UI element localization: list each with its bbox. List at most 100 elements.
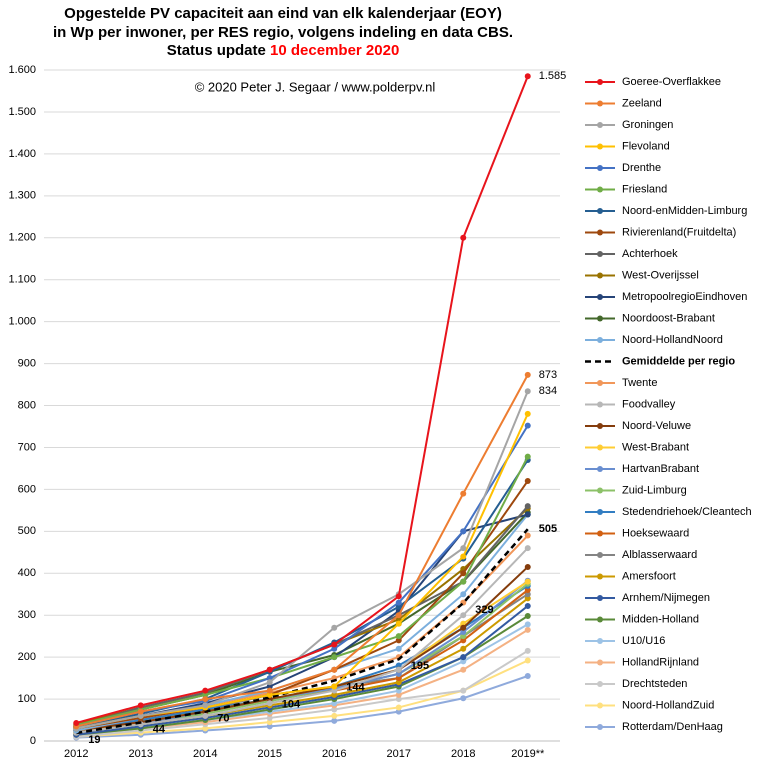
point: [137, 702, 144, 709]
y-tick-label: 1.300: [8, 190, 36, 202]
point: [460, 570, 467, 577]
point: [460, 654, 467, 661]
point: [202, 696, 209, 703]
legend-marker: [597, 165, 603, 171]
point: [460, 553, 467, 560]
legend-marker: [597, 681, 603, 687]
legend-marker: [597, 294, 603, 300]
legend-label: Arnhem/Nijmegen: [622, 592, 710, 604]
point: [395, 662, 402, 669]
legend-marker: [597, 251, 603, 257]
legend-label: Stedendriehoek/Cleantech: [622, 506, 752, 518]
point: [524, 563, 531, 570]
point: [331, 687, 338, 694]
chart-title: Opgestelde PV capaciteit aan eind van el…: [64, 5, 502, 22]
legend-label: Achterhoek: [622, 248, 678, 260]
y-tick-label: 700: [18, 441, 36, 453]
data-label: 873: [539, 369, 557, 381]
x-tick-label: 2019**: [511, 748, 545, 760]
legend-marker: [597, 595, 603, 601]
legend-label: Zuid-Limburg: [622, 484, 687, 496]
legend-label: Midden-Holland: [622, 613, 699, 625]
legend-marker: [597, 702, 603, 709]
point: [460, 658, 467, 665]
point: [137, 708, 144, 715]
point: [524, 647, 531, 654]
point: [460, 578, 467, 585]
point: [266, 723, 273, 730]
point: [395, 675, 402, 682]
point: [524, 371, 531, 378]
y-tick-label: 1.600: [8, 64, 36, 76]
y-tick-label: 400: [18, 567, 36, 579]
point: [395, 603, 402, 610]
legend-label: Flevoland: [622, 140, 670, 152]
point: [202, 702, 209, 709]
legend-marker: [597, 466, 603, 472]
point: [395, 704, 402, 711]
point: [395, 691, 402, 698]
point: [524, 602, 531, 609]
point: [524, 587, 531, 594]
point: [460, 628, 467, 635]
legend-label: West-Overijssel: [622, 269, 699, 281]
x-tick-label: 2014: [193, 748, 217, 760]
point: [460, 687, 467, 694]
legend-label: Rotterdam/DenHaag: [622, 721, 723, 733]
y-tick-label: 300: [18, 609, 36, 621]
point: [266, 679, 273, 686]
point: [395, 645, 402, 652]
point: [460, 645, 467, 652]
legend-label: Hoeksewaard: [622, 527, 689, 539]
y-tick-label: 100: [18, 693, 36, 705]
legend-label: U10/U16: [622, 635, 665, 647]
legend-marker: [597, 100, 603, 107]
legend-marker: [597, 552, 603, 558]
point: [331, 624, 338, 631]
status-line: Status update 10 december 2020: [167, 42, 400, 59]
legend-label: Goeree-Overflakkee: [622, 76, 721, 88]
point: [524, 422, 531, 429]
point: [202, 687, 209, 694]
legend-marker: [597, 337, 603, 343]
point: [524, 626, 531, 633]
point: [460, 695, 467, 702]
series-line: [75, 75, 529, 724]
point: [395, 633, 402, 640]
point: [524, 532, 531, 539]
point: [395, 670, 402, 677]
point: [460, 591, 467, 598]
legend-marker: [597, 724, 603, 730]
legend-label: Zeeland: [622, 97, 662, 109]
y-tick-label: 0: [30, 735, 36, 747]
point: [331, 691, 338, 698]
legend-label: West-Brabant: [622, 441, 689, 453]
x-tick-label: 2018: [451, 748, 475, 760]
point: [395, 666, 402, 673]
x-tick-label: 2015: [258, 748, 282, 760]
legend-marker: [597, 315, 603, 322]
point: [395, 620, 402, 627]
point: [524, 595, 531, 602]
point: [331, 666, 338, 673]
point: [202, 725, 209, 732]
point: [524, 672, 531, 679]
point: [266, 714, 273, 721]
legend-marker: [597, 380, 603, 386]
legend-marker: [597, 487, 603, 494]
legend-marker: [597, 638, 603, 644]
point: [524, 453, 531, 460]
legend-label: Noordoost-Brabant: [622, 312, 715, 324]
legend-label: Drenthe: [622, 162, 661, 174]
data-label: 19: [88, 734, 100, 746]
y-tick-label: 800: [18, 399, 36, 411]
point: [395, 593, 402, 600]
point: [266, 683, 273, 690]
point: [331, 683, 338, 690]
y-tick-label: 1.200: [8, 232, 36, 244]
point: [137, 712, 144, 719]
data-label: 834: [539, 385, 557, 397]
legend-label: Gemiddelde per regio: [622, 355, 735, 367]
series-line: [76, 675, 529, 739]
